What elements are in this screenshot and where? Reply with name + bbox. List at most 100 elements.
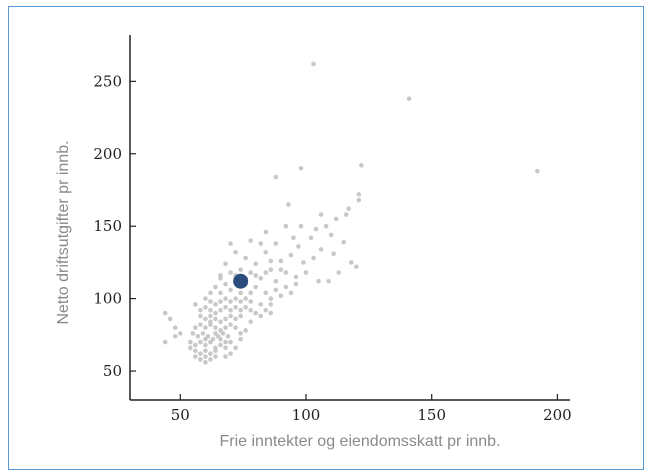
data-point bbox=[233, 249, 238, 255]
data-point bbox=[167, 316, 173, 322]
data-point bbox=[172, 325, 178, 330]
data-point bbox=[348, 260, 354, 265]
data-point bbox=[223, 325, 228, 330]
data-point bbox=[203, 296, 208, 301]
y-tick-label: 250 bbox=[93, 72, 122, 90]
data-point bbox=[535, 168, 540, 174]
data-point bbox=[328, 232, 334, 238]
data-point bbox=[213, 348, 218, 354]
data-point bbox=[198, 351, 203, 356]
data-point bbox=[298, 165, 304, 171]
y-tick-label: 50 bbox=[103, 362, 122, 380]
data-point bbox=[238, 336, 243, 342]
data-point bbox=[311, 255, 316, 261]
data-point bbox=[228, 351, 233, 356]
data-point bbox=[193, 302, 198, 307]
data-point bbox=[190, 331, 196, 336]
data-point bbox=[298, 223, 304, 229]
data-point bbox=[198, 339, 203, 345]
data-point bbox=[238, 313, 243, 319]
data-point bbox=[198, 322, 203, 327]
data-point bbox=[203, 360, 208, 365]
data-point bbox=[248, 238, 253, 243]
data-point bbox=[248, 319, 253, 325]
data-point bbox=[243, 255, 248, 261]
data-point bbox=[200, 331, 206, 336]
data-point bbox=[203, 348, 208, 354]
data-point bbox=[243, 296, 248, 301]
data-point bbox=[223, 316, 228, 322]
data-point bbox=[208, 299, 213, 304]
data-point bbox=[223, 305, 228, 310]
data-point bbox=[198, 313, 203, 319]
data-point bbox=[218, 307, 223, 313]
data-point bbox=[220, 331, 226, 336]
y-tick-label: 200 bbox=[93, 145, 122, 163]
data-point bbox=[213, 354, 218, 359]
data-point bbox=[228, 322, 233, 327]
data-point bbox=[356, 197, 362, 203]
x-tick-label: 50 bbox=[171, 406, 190, 424]
data-point bbox=[333, 216, 339, 222]
data-point bbox=[223, 281, 228, 287]
data-point bbox=[258, 302, 264, 307]
data-point bbox=[208, 357, 213, 362]
x-axis-title: Frie inntekter og eiendomsskatt pr innb. bbox=[219, 433, 500, 450]
data-point bbox=[228, 307, 233, 313]
data-point bbox=[268, 296, 274, 301]
data-point bbox=[313, 226, 319, 232]
data-point bbox=[278, 293, 284, 299]
data-point bbox=[318, 212, 324, 217]
data-point bbox=[283, 270, 289, 275]
data-point bbox=[223, 296, 228, 301]
data-point bbox=[208, 313, 213, 319]
data-point bbox=[248, 299, 253, 304]
data-point bbox=[233, 325, 238, 330]
data-point bbox=[213, 302, 218, 307]
x-tick-label: 200 bbox=[543, 406, 572, 424]
data-point bbox=[343, 212, 349, 217]
data-point bbox=[198, 307, 203, 313]
data-point bbox=[228, 241, 233, 246]
data-point bbox=[353, 264, 359, 270]
x-ticks: 50 100 150 200 bbox=[171, 394, 572, 424]
data-point bbox=[228, 270, 233, 275]
data-point bbox=[258, 313, 264, 319]
data-point bbox=[273, 278, 279, 284]
data-point bbox=[225, 333, 231, 339]
data-point bbox=[283, 223, 289, 229]
data-point bbox=[346, 206, 352, 212]
data-point bbox=[253, 261, 259, 267]
data-point bbox=[172, 333, 178, 339]
data-point bbox=[193, 325, 198, 330]
data-point bbox=[263, 249, 269, 255]
data-point bbox=[288, 290, 294, 296]
data-point bbox=[208, 290, 213, 296]
data-point bbox=[195, 333, 201, 339]
data-point bbox=[213, 316, 218, 322]
data-point bbox=[323, 223, 329, 229]
data-point bbox=[288, 252, 294, 258]
data-point bbox=[213, 325, 218, 330]
data-point bbox=[223, 339, 228, 345]
data-point bbox=[193, 348, 198, 354]
data-point bbox=[406, 96, 412, 102]
data-point bbox=[356, 192, 362, 197]
data-point bbox=[228, 287, 233, 293]
y-axis-title: Netto driftsutgifter pr innb. bbox=[55, 140, 72, 324]
data-point bbox=[268, 302, 274, 307]
data-point bbox=[263, 290, 269, 296]
data-point bbox=[177, 331, 183, 336]
data-point bbox=[248, 307, 253, 313]
data-point bbox=[238, 307, 243, 313]
data-point bbox=[203, 325, 208, 330]
points-layer bbox=[162, 61, 540, 365]
data-point bbox=[253, 273, 259, 278]
data-point bbox=[218, 319, 223, 325]
data-point bbox=[208, 351, 213, 356]
data-point bbox=[359, 163, 364, 168]
data-point bbox=[193, 342, 198, 348]
data-point bbox=[238, 290, 243, 296]
data-point bbox=[208, 339, 213, 345]
data-point bbox=[238, 299, 243, 304]
